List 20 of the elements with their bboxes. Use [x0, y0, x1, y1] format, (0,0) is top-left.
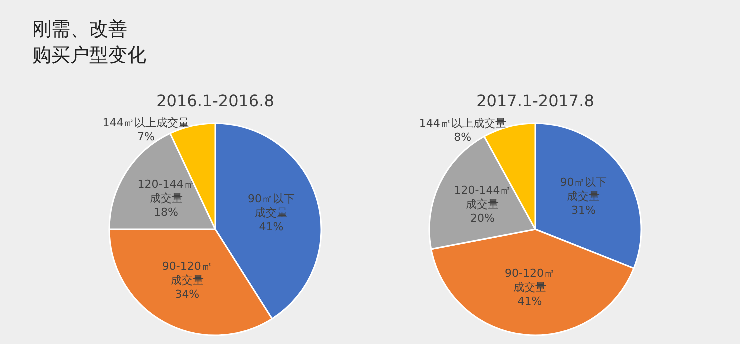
slice-label: 144㎡以上成交量 [419, 117, 506, 130]
slice-label: 144㎡以上成交量 [102, 116, 190, 130]
data-label: 8% [454, 131, 472, 144]
text: 刚需、改善 [32, 18, 128, 40]
data-label: 41% [518, 295, 542, 308]
data-label: 41% [259, 220, 284, 234]
data-label: 34% [175, 288, 200, 302]
chart-title: 2016.1-2016.8 [156, 92, 274, 110]
data-label: 7% [137, 130, 155, 144]
data-label: 20% [470, 212, 495, 226]
text: 购买户型变化 [32, 44, 146, 66]
slice-label: 90㎡以下成交量 [560, 176, 608, 204]
slice-label: 90㎡以下成交量 [248, 192, 295, 220]
chart-title: 2017.1-2017.8 [476, 92, 594, 110]
data-label: 31% [571, 204, 596, 218]
data-label: 18% [154, 206, 179, 219]
slice-label: 120-144㎡成交量 [138, 178, 195, 205]
slice-label: 90-120㎡成交量 [162, 260, 212, 288]
slice-label: 90-120㎡成交量 [505, 267, 555, 294]
slice-label: 120-144㎡成交量 [454, 184, 512, 212]
